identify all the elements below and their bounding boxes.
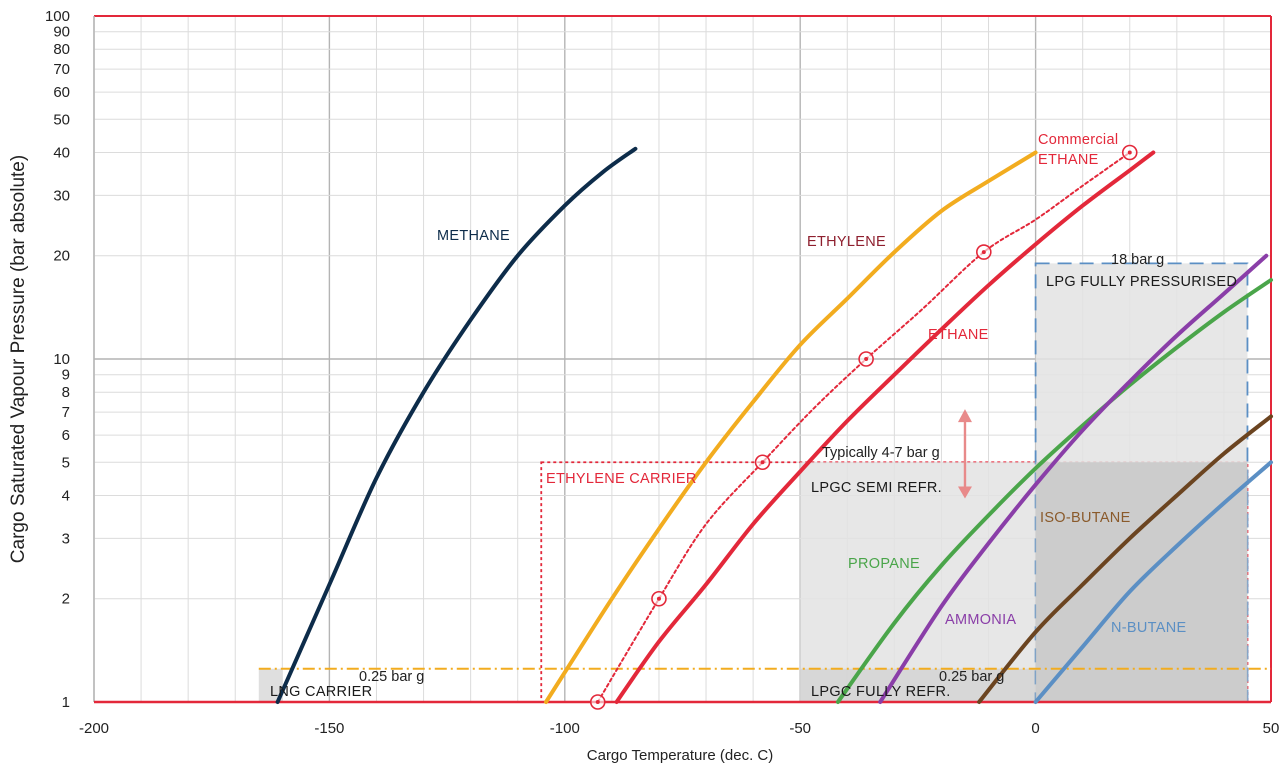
series-ethylene [544, 150, 1038, 704]
marker-dot-commercial-ethane [1127, 150, 1132, 155]
annotation-18-bar-g: 18 bar g [1111, 252, 1164, 268]
x-tick-label: -50 [789, 720, 811, 737]
region-lng-carrier [258, 668, 283, 702]
series-label-ethane: ETHANE [928, 327, 989, 343]
region-label-lpgc-semi-refr: LPGC SEMI REFR. [811, 480, 942, 496]
x-axis-title: Cargo Temperature (dec. C) [587, 747, 773, 764]
y-tick-label: 9 [62, 367, 70, 384]
pressure-arrow [957, 409, 972, 499]
series-propane [835, 278, 1273, 704]
region-ethylene-carrier [540, 461, 1249, 703]
region-label-lpg-fully-pressurised: LPG FULLY PRESSURISED [1046, 274, 1237, 290]
y-tick-label: 70 [53, 61, 70, 78]
y-axis-title: Cargo Saturated Vapour Pressure (bar abs… [8, 155, 29, 563]
y-tick-label: 5 [62, 454, 70, 471]
series-label-ammonia: AMMONIA [945, 612, 1016, 628]
series-label-iso-butane: ISO-BUTANE [1040, 510, 1131, 526]
series-label-propane: PROPANE [848, 556, 920, 572]
x-tick-label: -150 [314, 720, 344, 737]
regions [258, 262, 1249, 703]
y-tick-label: 100 [45, 8, 70, 25]
series-ethane [614, 150, 1156, 704]
y-tick-label: 7 [62, 404, 70, 421]
series-label-ethylene: ETHYLENE [807, 234, 886, 250]
series-commercial-ethane [596, 151, 1131, 703]
series-ammonia [878, 253, 1269, 704]
marker-dot-commercial-ethane [760, 460, 765, 465]
annotation-0-25-bar-g: 0.25 bar g [359, 669, 424, 685]
series-curves [275, 146, 1273, 704]
arrow-head-up [957, 409, 972, 423]
y-tick-label: 10 [53, 351, 70, 368]
series-label-ethane: ETHANE [1038, 152, 1099, 168]
annotation-typically-4-7-bar-g: Typically 4-7 bar g [822, 445, 940, 461]
y-tick-label: 6 [62, 427, 70, 444]
text-labels: METHANE ETHYLENE ETHANE Commercial ETHANE PRO… [270, 132, 1237, 700]
series-markers [589, 144, 1138, 710]
y-tick-label: 40 [53, 144, 70, 161]
marker-dot-commercial-ethane [864, 357, 869, 361]
y-tick-label: 8 [62, 384, 70, 401]
series-iso-butane [977, 414, 1273, 704]
y-tick-label: 4 [62, 487, 70, 504]
x-tick-label: 50 [1263, 720, 1280, 737]
region-label-ethylene-carrier: ETHYLENE CARRIER [546, 471, 697, 487]
y-tick-label: 50 [53, 111, 70, 128]
series-methane [275, 146, 638, 704]
arrow-head-down [957, 486, 972, 499]
x-tick-label: -100 [550, 720, 580, 737]
series-label-n-butane: N-BUTANE [1111, 620, 1186, 636]
series-label-methane: METHANE [437, 228, 510, 244]
marker-dot-commercial-ethane [981, 250, 986, 255]
annotation-0-25-bar-g: 0.25 bar g [939, 669, 1004, 685]
marker-dot-commercial-ethane [656, 596, 661, 601]
x-tick-label: -200 [79, 720, 109, 737]
series-label-commercial: Commercial [1038, 132, 1118, 148]
y-tick-label: 80 [53, 41, 70, 58]
y-tick-label: 60 [53, 84, 70, 101]
region-label-lng-carrier: LNG CARRIER [270, 684, 372, 700]
y-tick-label: 30 [53, 187, 70, 204]
region-label-lpgc-fully-refr: LPGC FULLY REFR. [811, 684, 951, 700]
y-tick-label: 3 [62, 530, 70, 547]
y-tick-label: 20 [53, 248, 70, 265]
series-n-butane [1033, 460, 1273, 704]
y-tick-label: 2 [62, 591, 70, 608]
y-tick-label: 1 [62, 694, 70, 711]
plot-frame [93, 15, 1272, 704]
marker-dot-commercial-ethane [595, 700, 600, 704]
x-tick-label: 0 [1031, 720, 1039, 737]
y-tick-label: 90 [53, 24, 70, 41]
